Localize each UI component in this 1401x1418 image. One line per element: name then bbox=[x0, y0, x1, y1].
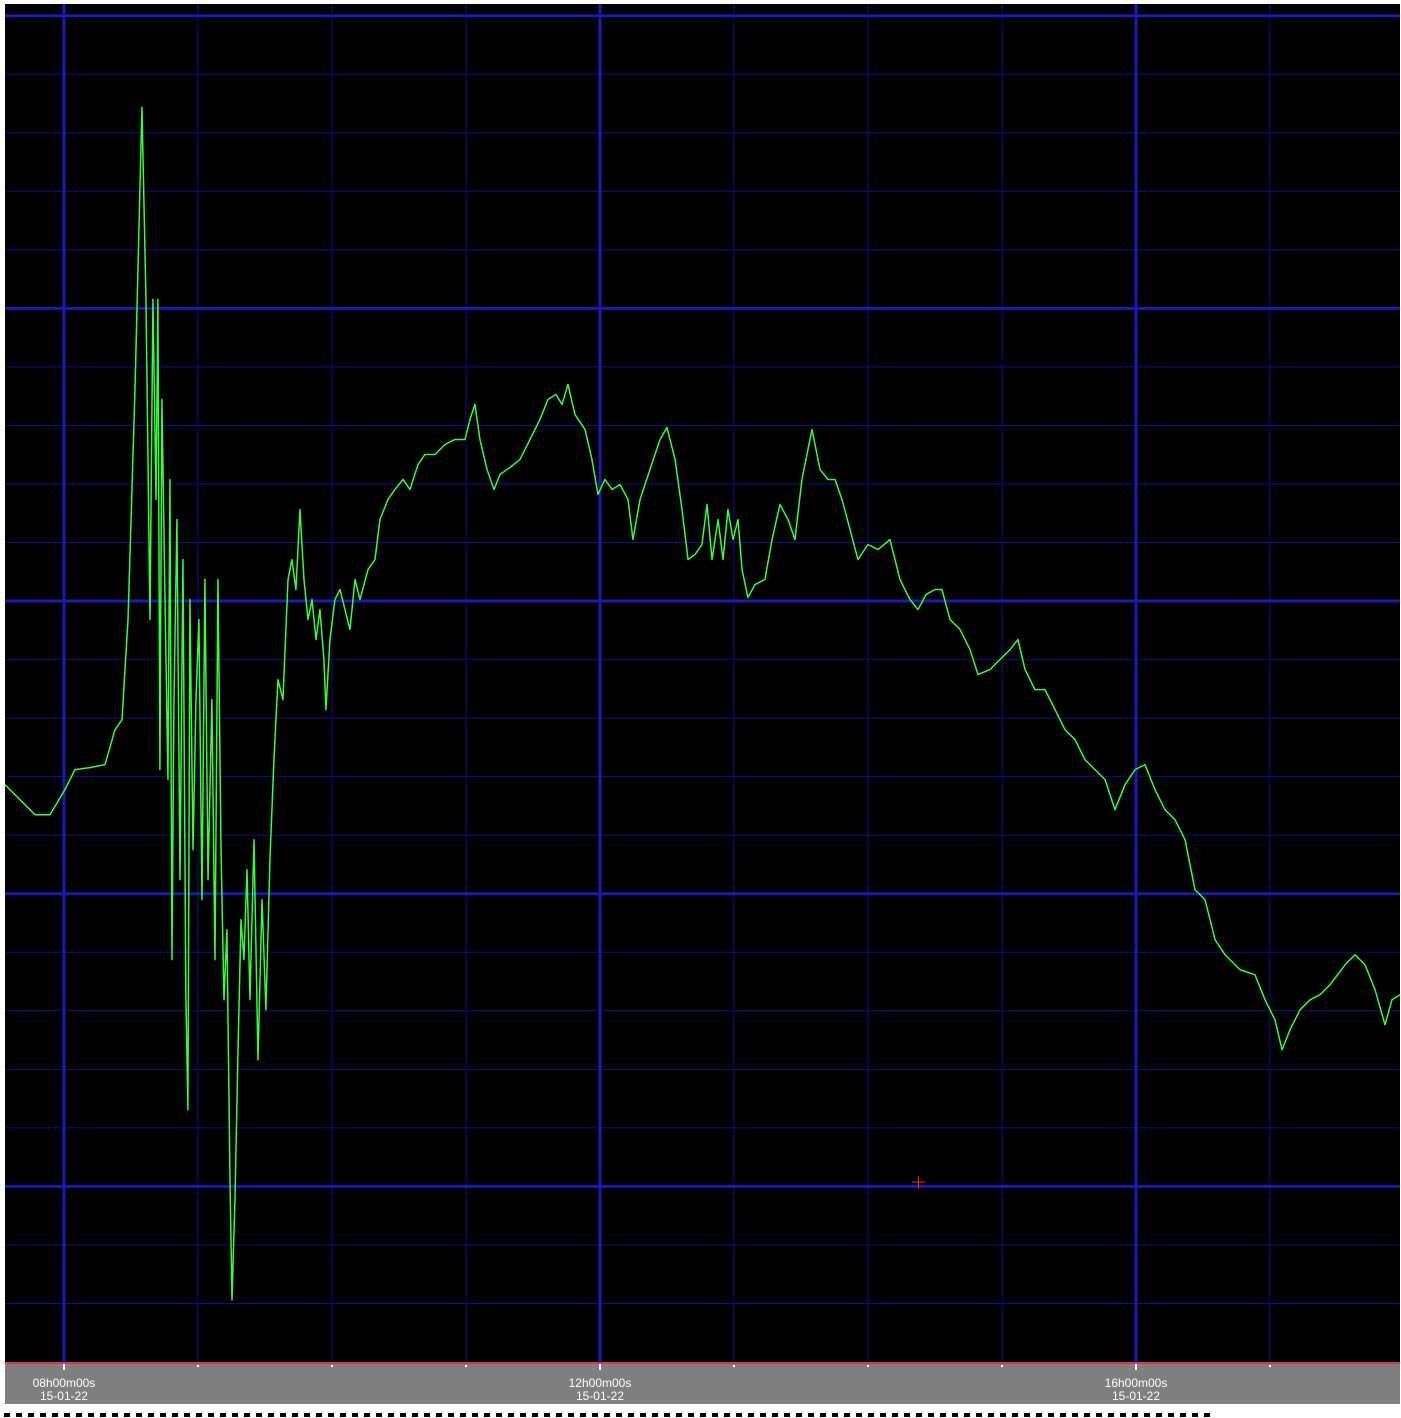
x-tick-date: 15-01-22 bbox=[1112, 1389, 1160, 1403]
x-tick-label: 12h00m00s bbox=[569, 1376, 632, 1390]
x-tick-label: 08h00m00s bbox=[33, 1376, 96, 1390]
x-axis-band bbox=[5, 1364, 1400, 1404]
plot-area bbox=[5, 4, 1400, 1362]
marks bbox=[4, 106, 1401, 1301]
data-line bbox=[4, 106, 1401, 1301]
grid bbox=[5, 4, 1400, 1370]
cursor bbox=[912, 1176, 925, 1189]
x-tick-date: 15-01-22 bbox=[40, 1389, 88, 1403]
x-tick-date: 15-01-22 bbox=[576, 1389, 624, 1403]
x-tick-label: 16h00m00s bbox=[1105, 1376, 1168, 1390]
